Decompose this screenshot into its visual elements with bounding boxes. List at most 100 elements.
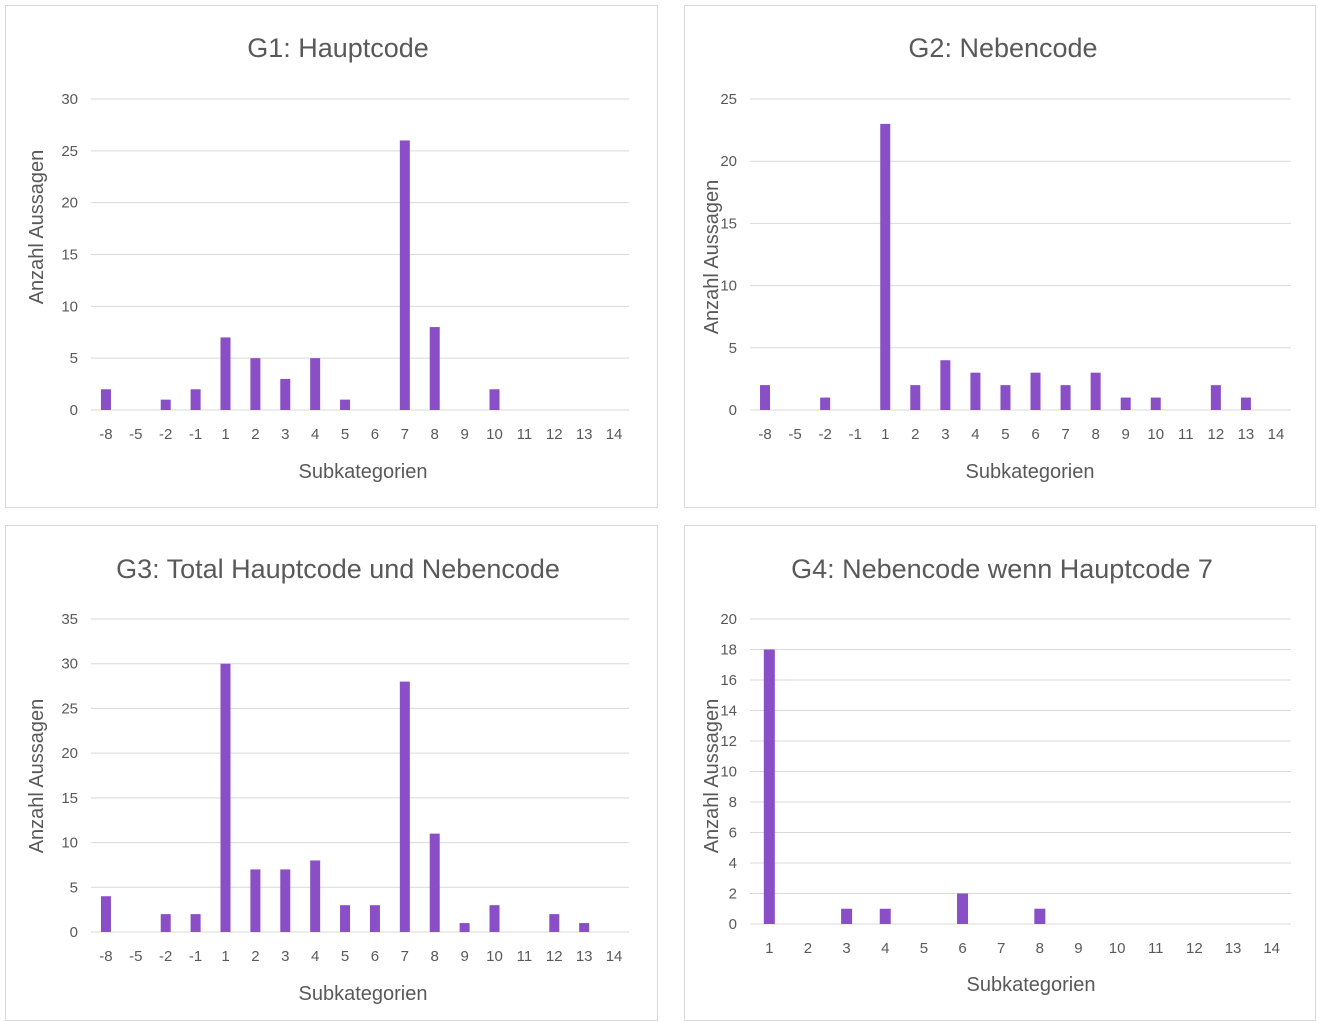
x-tick-label: -1 [189, 426, 202, 443]
x-tick-label: 11 [1148, 940, 1164, 957]
x-tick-label: 13 [576, 948, 593, 965]
chart-title: G4: Nebencode wenn Hauptcode 7 [791, 554, 1213, 584]
bar [1030, 372, 1041, 410]
y-tick-label: 0 [729, 402, 737, 419]
bar [489, 905, 500, 932]
y-tick-label: 20 [61, 195, 78, 212]
y-tick-label: 0 [70, 402, 78, 419]
bar [190, 389, 201, 410]
y-tick-label: 6 [729, 825, 737, 842]
x-tick-label: 10 [1147, 426, 1164, 443]
bar [1000, 385, 1011, 410]
x-tick-label: -1 [189, 948, 202, 965]
x-tick-label: 1 [221, 948, 229, 965]
bar [280, 869, 291, 932]
y-tick-label: 15 [61, 790, 78, 807]
bar [1150, 397, 1161, 410]
x-axis-label: Subkategorien [299, 461, 428, 483]
bar [340, 399, 351, 410]
bar [310, 358, 321, 410]
y-axis-label: Anzahl Aussagen [701, 180, 723, 335]
bar [1240, 397, 1251, 410]
bar [879, 908, 891, 924]
y-tick-label: 25 [720, 91, 737, 108]
bar [100, 896, 111, 932]
x-tick-label: 11 [1178, 426, 1194, 443]
x-tick-label: 11 [517, 426, 533, 443]
x-tick-label: 12 [546, 426, 563, 443]
x-tick-label: 6 [371, 426, 379, 443]
y-axis-label: Anzahl Aussagen [26, 699, 48, 854]
y-tick-label: 30 [61, 91, 78, 108]
bar [970, 372, 981, 410]
chart-g3-svg: G3: Total Hauptcode und Nebencode 051015… [26, 554, 629, 1005]
y-tick-label: 0 [729, 916, 737, 933]
x-axis-label: Subkategorien [966, 461, 1095, 483]
y-tick-label: 5 [729, 340, 737, 357]
x-tick-label: 4 [881, 940, 889, 957]
bar [160, 399, 171, 410]
y-tick-label: 4 [729, 855, 737, 872]
bar [820, 397, 831, 410]
y-tick-label: 10 [720, 764, 737, 781]
bar [399, 140, 410, 410]
y-tick-label: 8 [729, 794, 737, 811]
y-tick-label: 20 [61, 745, 78, 762]
y-tick-label: 20 [720, 153, 737, 170]
y-tick-label: 10 [61, 835, 78, 852]
y-tick-label: 30 [61, 656, 78, 673]
bar [880, 123, 891, 410]
x-tick-label: 3 [281, 948, 289, 965]
chart-title: G3: Total Hauptcode und Nebencode [116, 554, 560, 584]
x-tick-label: 1 [765, 940, 773, 957]
x-tick-label: 8 [1036, 940, 1044, 957]
x-tick-label: 14 [606, 426, 623, 443]
x-tick-label: 9 [460, 948, 468, 965]
y-axis-label: Anzahl Aussagen [701, 699, 723, 854]
x-tick-label: 3 [842, 940, 850, 957]
y-tick-label: 14 [720, 703, 737, 720]
x-tick-label: 12 [1208, 426, 1225, 443]
x-tick-label: 5 [1001, 426, 1009, 443]
x-tick-label: 9 [460, 426, 468, 443]
chart-title: G2: Nebencode [908, 33, 1097, 63]
bar [429, 327, 440, 410]
x-tick-label: -2 [159, 426, 172, 443]
x-tick-label: 5 [920, 940, 928, 957]
x-tick-label: 10 [486, 948, 503, 965]
x-tick-label: 3 [941, 426, 949, 443]
x-tick-label: 13 [576, 426, 593, 443]
y-tick-label: 35 [61, 611, 78, 628]
bar [1090, 372, 1101, 410]
bar [957, 893, 969, 924]
bar [1060, 385, 1071, 410]
bar [310, 860, 321, 932]
x-tick-label: 6 [1031, 426, 1039, 443]
x-tick-label: 5 [341, 426, 349, 443]
bar [429, 833, 440, 932]
chart-g1-panel: G1: Hauptcode 0 5 10 15 20 25 30 -8 -5 -2 -1 1 2 3 4 5… [5, 5, 658, 508]
bar [369, 905, 380, 932]
bar [763, 649, 775, 924]
x-tick-label: 12 [1186, 940, 1203, 957]
x-tick-label: 12 [546, 948, 563, 965]
bar [190, 914, 201, 932]
x-tick-label: 7 [401, 948, 409, 965]
x-tick-label: 14 [1263, 940, 1280, 957]
bar [940, 360, 951, 410]
x-tick-label: 4 [971, 426, 979, 443]
bar [250, 869, 261, 932]
x-tick-label: 5 [341, 948, 349, 965]
y-tick-label: 10 [61, 298, 78, 315]
x-tick-label: -2 [818, 426, 831, 443]
x-tick-label: -1 [849, 426, 862, 443]
bar [579, 923, 590, 932]
x-tick-label: 13 [1238, 426, 1255, 443]
chart-title: G1: Hauptcode [247, 33, 429, 63]
bar [280, 378, 291, 410]
x-tick-label: 10 [1109, 940, 1126, 957]
x-tick-label: 6 [958, 940, 966, 957]
x-tick-label: 14 [606, 948, 623, 965]
